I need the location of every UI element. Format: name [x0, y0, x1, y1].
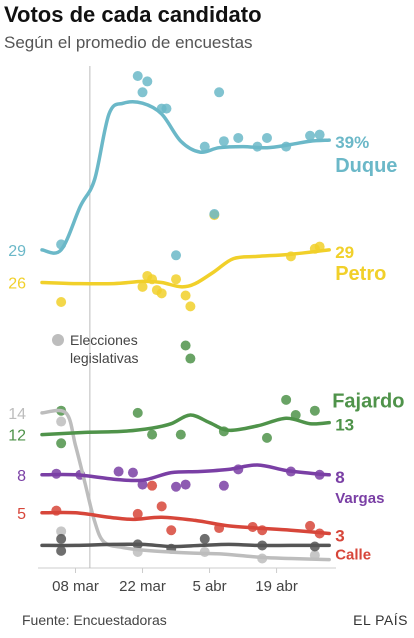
x-tick-label: 19 abr — [255, 578, 298, 595]
poll-dot — [56, 545, 67, 556]
series-name-label: Vargas — [335, 490, 384, 507]
poll-dot — [132, 407, 143, 418]
series-name-label: Fajardo — [332, 391, 404, 413]
poll-dot — [156, 288, 167, 299]
series-line — [40, 408, 331, 562]
poll-dot — [175, 429, 186, 440]
series-line — [40, 463, 331, 483]
series-start-label: 12 — [8, 428, 26, 445]
poll-dot — [218, 480, 229, 491]
series-name-label: Petro — [335, 263, 386, 285]
poll-dot — [142, 76, 153, 87]
poll-dot — [171, 274, 182, 285]
series-end-label: 8 — [335, 468, 344, 487]
poll-dot — [185, 301, 196, 312]
poll-dot — [113, 466, 124, 477]
poll-dot — [166, 525, 177, 536]
series-start-label: 5 — [17, 506, 26, 523]
poll-dot — [147, 480, 158, 491]
series-line — [40, 510, 331, 536]
poll-dot — [305, 130, 316, 141]
series-start-label: 29 — [8, 243, 26, 260]
poll-dot — [132, 508, 143, 519]
poll-dot — [56, 526, 67, 537]
publisher-logo: EL PAÍS — [353, 612, 408, 628]
poll-dot — [127, 467, 138, 478]
event-label-line2: legislativas — [70, 350, 138, 366]
poll-dot — [56, 438, 67, 449]
poll-dot — [137, 87, 148, 98]
poll-dot — [199, 141, 210, 152]
series-end-label: 39% — [335, 133, 369, 152]
series-end-label: 13 — [335, 416, 354, 435]
x-tick-label: 5 abr — [192, 578, 226, 595]
x-tick-label: 08 mar — [52, 578, 99, 595]
poll-dot — [261, 132, 272, 143]
poll-dot — [132, 71, 143, 81]
poll-dot — [309, 405, 320, 416]
poll-dot — [180, 290, 191, 301]
series-name-label: Duque — [335, 155, 397, 177]
poll-dot — [161, 103, 172, 114]
poll-dot — [233, 132, 244, 143]
series-line — [40, 542, 331, 549]
poll-dot — [137, 281, 148, 292]
poll-dot — [180, 479, 191, 490]
series-line — [40, 248, 331, 289]
poll-dot — [214, 87, 225, 98]
event-marker-dot — [52, 334, 64, 346]
poll-dot — [314, 129, 325, 140]
poll-dot — [171, 250, 182, 261]
series-start-label: 14 — [8, 406, 26, 423]
poll-dot — [147, 429, 158, 440]
poll-dot — [281, 394, 292, 405]
series-start-label: 8 — [17, 468, 26, 485]
poll-dot — [185, 353, 196, 364]
poll-dot — [171, 481, 182, 492]
series-start-label: 26 — [8, 275, 26, 292]
series-end-label: 3 — [335, 526, 344, 545]
poll-dot — [199, 533, 210, 544]
series-line — [40, 413, 331, 437]
poll-dot — [209, 209, 220, 220]
chart-subtitle: Según el promedio de encuestas — [4, 33, 253, 52]
poll-dot — [56, 416, 67, 427]
poll-dot — [56, 533, 67, 544]
x-tick-label: 22 mar — [119, 578, 166, 595]
series-end-label: 29 — [335, 243, 354, 262]
poll-dot — [261, 432, 272, 443]
series-line — [40, 100, 331, 255]
poll-dot — [56, 297, 67, 308]
series-name-label: Calle — [335, 546, 371, 563]
source-note: Fuente: Encuestadoras — [22, 612, 167, 628]
poll-dot — [156, 501, 167, 512]
poll-dot — [218, 136, 229, 147]
chart-title: Votos de cada candidato — [4, 2, 262, 27]
poll-dot — [180, 340, 191, 351]
event-label-line1: Elecciones — [70, 332, 138, 348]
poll-dot — [305, 520, 316, 531]
